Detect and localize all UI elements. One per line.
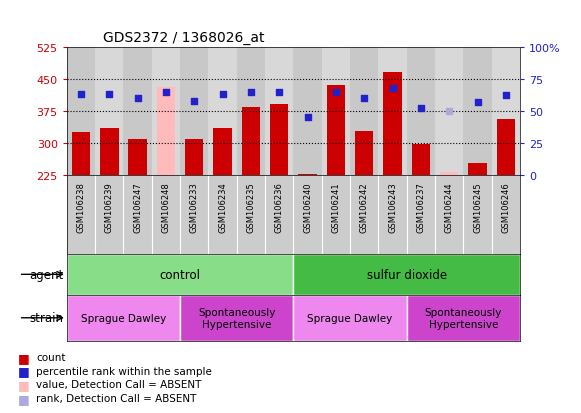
Bar bbox=[497, 120, 515, 176]
Bar bbox=[180, 295, 293, 341]
Point bbox=[133, 95, 142, 102]
Bar bbox=[123, 47, 152, 176]
Bar bbox=[185, 139, 203, 176]
Text: control: control bbox=[160, 268, 200, 281]
Bar bbox=[355, 132, 374, 176]
Point bbox=[360, 95, 369, 102]
Text: GSM106243: GSM106243 bbox=[388, 182, 397, 233]
Bar bbox=[180, 47, 209, 176]
Bar bbox=[350, 47, 378, 176]
Bar bbox=[67, 254, 293, 295]
Point bbox=[189, 98, 199, 104]
Point bbox=[388, 85, 397, 92]
Bar bbox=[67, 47, 95, 176]
Bar bbox=[72, 133, 90, 176]
Bar bbox=[327, 86, 345, 176]
Text: GSM106234: GSM106234 bbox=[218, 182, 227, 233]
Text: strain: strain bbox=[30, 311, 64, 325]
Text: GSM106237: GSM106237 bbox=[417, 182, 425, 233]
Text: ■: ■ bbox=[17, 351, 29, 364]
Point bbox=[218, 92, 227, 98]
Bar bbox=[464, 47, 492, 176]
Bar bbox=[157, 88, 175, 176]
Bar bbox=[378, 47, 407, 176]
Text: count: count bbox=[36, 352, 66, 362]
Bar bbox=[383, 73, 401, 176]
Text: sulfur dioxide: sulfur dioxide bbox=[367, 268, 447, 281]
Bar bbox=[299, 174, 317, 176]
Bar bbox=[468, 163, 487, 176]
Bar bbox=[293, 295, 407, 341]
Text: GSM106239: GSM106239 bbox=[105, 182, 114, 233]
Bar bbox=[265, 47, 293, 176]
Text: GDS2372 / 1368026_at: GDS2372 / 1368026_at bbox=[103, 31, 264, 45]
Text: Spontaneously
Hypertensive: Spontaneously Hypertensive bbox=[198, 307, 275, 329]
Bar bbox=[440, 173, 458, 176]
Text: ■: ■ bbox=[17, 378, 29, 391]
Text: GSM106246: GSM106246 bbox=[501, 182, 510, 233]
Bar bbox=[293, 47, 322, 176]
Bar bbox=[237, 47, 265, 176]
Text: GSM106248: GSM106248 bbox=[162, 182, 170, 233]
Point bbox=[275, 89, 284, 96]
Bar bbox=[95, 47, 123, 176]
Text: ■: ■ bbox=[17, 392, 29, 405]
Text: GSM106245: GSM106245 bbox=[473, 182, 482, 232]
Bar bbox=[412, 145, 430, 176]
Text: GSM106241: GSM106241 bbox=[331, 182, 340, 232]
Text: agent: agent bbox=[30, 268, 64, 281]
Text: Spontaneously
Hypertensive: Spontaneously Hypertensive bbox=[425, 307, 502, 329]
Text: GSM106240: GSM106240 bbox=[303, 182, 312, 232]
Point bbox=[303, 115, 312, 121]
Bar bbox=[100, 128, 119, 176]
Text: GSM106238: GSM106238 bbox=[77, 182, 85, 233]
Bar bbox=[407, 295, 520, 341]
Text: GSM106236: GSM106236 bbox=[275, 182, 284, 233]
Text: GSM106233: GSM106233 bbox=[190, 182, 199, 233]
Bar bbox=[322, 47, 350, 176]
Bar bbox=[209, 47, 237, 176]
Bar bbox=[152, 47, 180, 176]
Bar bbox=[213, 128, 232, 176]
Bar bbox=[407, 47, 435, 176]
Bar bbox=[242, 108, 260, 176]
Point bbox=[501, 93, 511, 100]
Point bbox=[76, 92, 85, 98]
Point bbox=[105, 92, 114, 98]
Bar bbox=[492, 47, 520, 176]
Text: value, Detection Call = ABSENT: value, Detection Call = ABSENT bbox=[36, 380, 202, 389]
Text: GSM106244: GSM106244 bbox=[444, 182, 454, 232]
Text: GSM106235: GSM106235 bbox=[246, 182, 256, 233]
Point bbox=[416, 106, 425, 112]
Text: GSM106247: GSM106247 bbox=[133, 182, 142, 233]
Text: GSM106242: GSM106242 bbox=[360, 182, 369, 232]
Point bbox=[473, 99, 482, 106]
Text: Sprague Dawley: Sprague Dawley bbox=[307, 313, 393, 323]
Point bbox=[444, 108, 454, 115]
Point bbox=[331, 89, 340, 96]
Text: Sprague Dawley: Sprague Dawley bbox=[81, 313, 166, 323]
Text: rank, Detection Call = ABSENT: rank, Detection Call = ABSENT bbox=[36, 393, 196, 403]
Bar bbox=[293, 254, 520, 295]
Bar bbox=[270, 105, 288, 176]
Bar bbox=[128, 140, 147, 176]
Point bbox=[246, 89, 256, 96]
Point bbox=[162, 89, 171, 96]
Text: percentile rank within the sample: percentile rank within the sample bbox=[36, 366, 212, 376]
Bar bbox=[67, 295, 180, 341]
Text: ■: ■ bbox=[17, 364, 29, 377]
Bar bbox=[435, 47, 464, 176]
